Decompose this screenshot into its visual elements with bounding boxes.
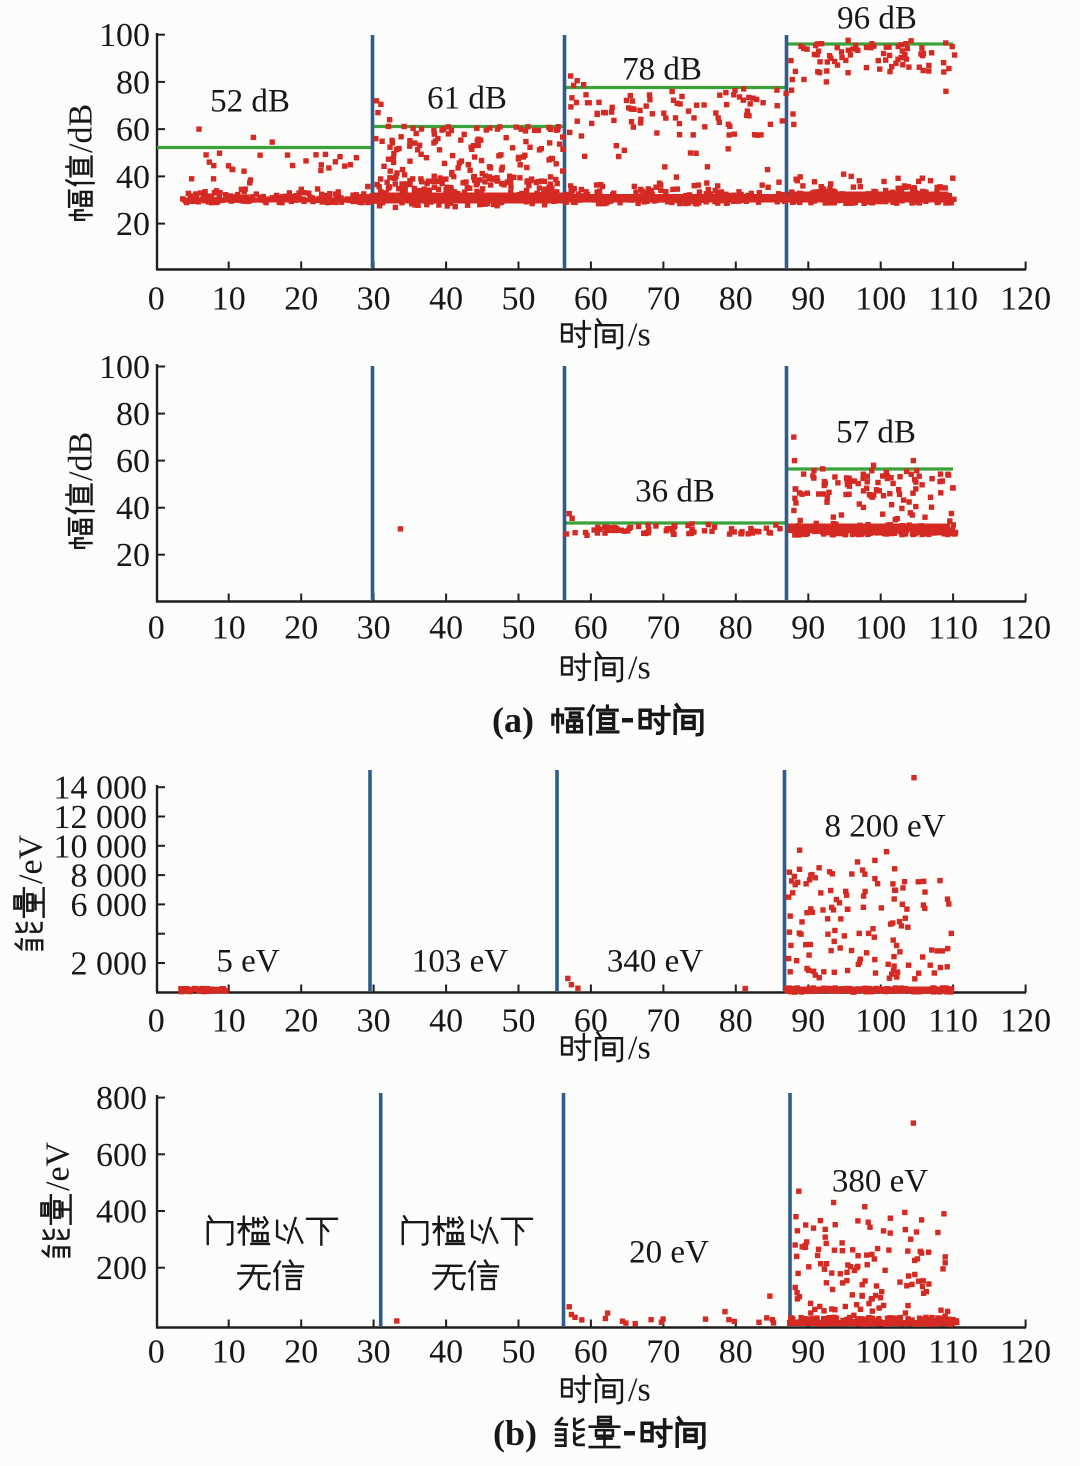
svg-text:110: 110 [928, 281, 978, 318]
svg-text:36 dB: 36 dB [635, 474, 715, 510]
svg-text:80: 80 [719, 1334, 753, 1371]
svg-text:/dB: /dB [63, 104, 100, 153]
svg-text:20: 20 [284, 281, 318, 318]
svg-text:70: 70 [646, 610, 680, 647]
svg-text:30: 30 [357, 610, 391, 647]
svg-text:40: 40 [429, 1003, 463, 1040]
svg-text:60: 60 [574, 1334, 608, 1371]
svg-text:380 eV: 380 eV [832, 1164, 928, 1200]
svg-text:0: 0 [148, 1334, 165, 1371]
svg-text:30: 30 [357, 1334, 391, 1371]
svg-text:90: 90 [791, 1003, 825, 1040]
svg-text:100: 100 [855, 1003, 906, 1040]
svg-text:103 eV: 103 eV [412, 944, 508, 980]
svg-text:/s: /s [628, 1372, 651, 1409]
svg-text:6 000: 6 000 [71, 887, 148, 924]
svg-text:100: 100 [855, 281, 906, 318]
svg-text:80: 80 [116, 396, 150, 433]
svg-text:800: 800 [96, 1080, 147, 1117]
svg-text:120: 120 [1000, 1334, 1051, 1371]
svg-text:(b): (b) [493, 1413, 537, 1453]
svg-text:600: 600 [96, 1137, 147, 1174]
svg-text:78 dB: 78 dB [622, 52, 702, 88]
svg-text:60: 60 [574, 281, 608, 318]
svg-text:61 dB: 61 dB [427, 81, 507, 117]
svg-text:/s: /s [628, 650, 651, 687]
svg-text:110: 110 [928, 1003, 978, 1040]
svg-text:2 000: 2 000 [71, 946, 148, 983]
svg-text:10: 10 [212, 281, 246, 318]
svg-text:14 000: 14 000 [54, 770, 148, 807]
svg-text:70: 70 [646, 281, 680, 318]
svg-text:100: 100 [99, 17, 150, 54]
svg-text:30: 30 [357, 281, 391, 318]
svg-text:/s: /s [628, 317, 651, 354]
svg-text:120: 120 [1000, 281, 1051, 318]
svg-text:120: 120 [1000, 1003, 1051, 1040]
svg-text:80: 80 [719, 1003, 753, 1040]
svg-text:50: 50 [502, 1003, 536, 1040]
svg-text:20: 20 [116, 206, 150, 243]
svg-text:50: 50 [502, 281, 536, 318]
svg-text:12 000: 12 000 [54, 799, 148, 836]
svg-text:/dB: /dB [63, 432, 100, 481]
svg-text:20 eV: 20 eV [629, 1235, 709, 1271]
svg-text:10 000: 10 000 [54, 828, 148, 865]
svg-text:(a): (a) [492, 700, 534, 740]
svg-text:0: 0 [148, 610, 165, 647]
svg-text:100: 100 [855, 610, 906, 647]
svg-text:0: 0 [148, 1003, 165, 1040]
svg-text:57 dB: 57 dB [836, 415, 916, 451]
svg-text:100: 100 [99, 349, 150, 386]
svg-text:80: 80 [719, 610, 753, 647]
svg-text:20: 20 [116, 537, 150, 574]
svg-text:60: 60 [574, 610, 608, 647]
svg-text:40: 40 [429, 281, 463, 318]
svg-text:/s: /s [628, 1030, 651, 1067]
svg-text:20: 20 [284, 1334, 318, 1371]
svg-text:50: 50 [502, 1334, 536, 1371]
svg-text:110: 110 [928, 610, 978, 647]
svg-text:340 eV: 340 eV [607, 944, 703, 980]
svg-text:10: 10 [212, 1003, 246, 1040]
svg-text:60: 60 [116, 112, 150, 149]
svg-text:40: 40 [116, 490, 150, 527]
svg-text:10: 10 [212, 1334, 246, 1371]
svg-text:60: 60 [574, 1003, 608, 1040]
svg-text:80: 80 [116, 64, 150, 101]
svg-text:8 200 eV: 8 200 eV [825, 809, 946, 845]
svg-text:20: 20 [284, 610, 318, 647]
svg-text:30: 30 [357, 1003, 391, 1040]
svg-text:40: 40 [116, 159, 150, 196]
svg-text:90: 90 [791, 610, 825, 647]
svg-text:80: 80 [719, 281, 753, 318]
svg-text:90: 90 [791, 1334, 825, 1371]
svg-text:20: 20 [284, 1003, 318, 1040]
svg-text:70: 70 [646, 1003, 680, 1040]
svg-text:5 eV: 5 eV [216, 944, 279, 980]
svg-text:52 dB: 52 dB [210, 84, 290, 120]
svg-text:60: 60 [116, 443, 150, 480]
svg-text:8 000: 8 000 [71, 858, 148, 895]
svg-text:200: 200 [96, 1250, 147, 1287]
svg-text:90: 90 [791, 281, 825, 318]
svg-text:100: 100 [855, 1334, 906, 1371]
svg-text:0: 0 [148, 281, 165, 318]
svg-text:10: 10 [212, 610, 246, 647]
svg-text:120: 120 [1000, 610, 1051, 647]
svg-text:400: 400 [96, 1194, 147, 1231]
svg-text:110: 110 [928, 1334, 978, 1371]
svg-text:/eV: /eV [13, 834, 50, 884]
svg-text:40: 40 [429, 610, 463, 647]
svg-text:50: 50 [502, 610, 536, 647]
svg-text:/eV: /eV [40, 1141, 77, 1191]
svg-text:96 dB: 96 dB [837, 1, 917, 37]
svg-text:40: 40 [429, 1334, 463, 1371]
svg-text:70: 70 [646, 1334, 680, 1371]
